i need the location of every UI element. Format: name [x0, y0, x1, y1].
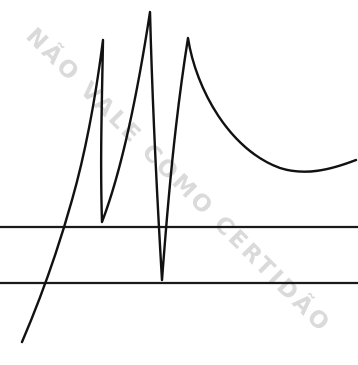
watermark-text: NÃO VALE COMO CERTIDÃO [21, 22, 338, 339]
signature-stroke [20, 10, 358, 344]
watermark: NÃO VALE COMO CERTIDÃO [21, 22, 338, 339]
